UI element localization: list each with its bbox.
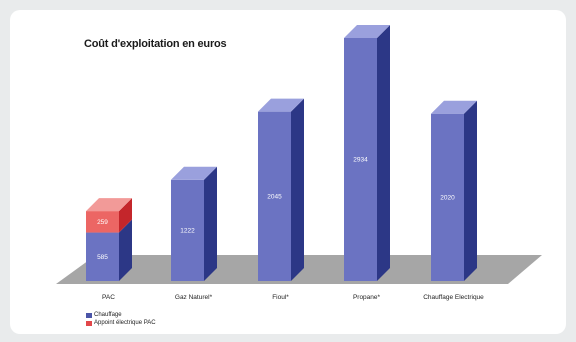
bar-top <box>431 100 477 114</box>
chart-legend: Chauffage Appoint électrique PAC <box>86 311 156 327</box>
category-label: Propane* <box>353 294 381 301</box>
bar-chauffage <box>431 113 464 281</box>
bar-appoint-top <box>86 198 132 212</box>
category-label: Gaz Naturel* <box>175 294 213 301</box>
bar-side <box>377 25 390 281</box>
bar-top <box>171 166 217 180</box>
bar-chauffage <box>344 38 377 281</box>
bar-value-label: 2934 <box>353 157 368 164</box>
bar-appoint <box>86 211 119 233</box>
bar-side <box>204 166 217 281</box>
bar-value-label: 1222 <box>180 227 195 234</box>
category-label: Fioul* <box>272 294 289 301</box>
bar-top <box>258 98 304 112</box>
bar-chauffage <box>258 111 291 281</box>
legend-swatch-appoint <box>86 320 92 326</box>
bar-side <box>291 98 304 281</box>
bar-chauffage <box>86 232 119 281</box>
legend-label-chauffage: Chauffage <box>94 312 122 318</box>
bar-value-label: 259 <box>97 219 108 226</box>
bar-side <box>464 100 477 281</box>
bar-value-label: 2045 <box>267 193 282 200</box>
category-label: PAC <box>102 294 115 301</box>
category-label: Chauffage Electrique <box>423 294 484 301</box>
legend-item-appoint: Appoint électrique PAC <box>86 319 156 327</box>
bar-chauffage <box>171 179 204 281</box>
chart-title: Coût d'exploitation en euros <box>84 38 227 50</box>
bar-value-label: 585 <box>97 254 108 261</box>
bar-side <box>119 219 132 281</box>
bar-appoint-side <box>119 198 132 233</box>
bar-top <box>344 25 390 38</box>
bar-value-label: 2020 <box>440 194 455 201</box>
legend-swatch-chauffage <box>86 312 92 318</box>
legend-item-chauffage: Chauffage <box>86 311 156 319</box>
legend-label-appoint: Appoint électrique PAC <box>94 320 156 326</box>
